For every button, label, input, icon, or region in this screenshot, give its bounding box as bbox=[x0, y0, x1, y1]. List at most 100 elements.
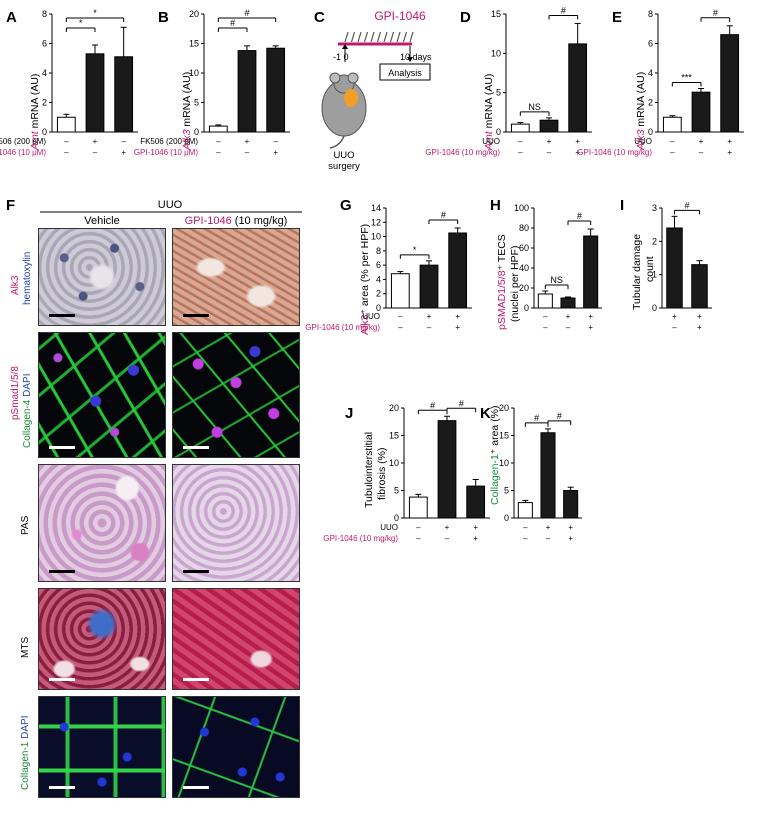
stain-name: DAPI bbox=[22, 374, 33, 400]
bar bbox=[237, 50, 257, 133]
condition-sign: – bbox=[670, 148, 675, 157]
stain-name: Collagen-4 bbox=[22, 399, 33, 448]
row-label-pas: PAS bbox=[20, 515, 31, 535]
significance-label: * bbox=[79, 18, 83, 28]
scale-bar bbox=[49, 314, 75, 317]
condition-sign: + bbox=[427, 312, 432, 321]
condition-sign: – bbox=[216, 137, 221, 146]
row-label-collagen1: Collagen-1 DAPI bbox=[20, 716, 31, 791]
y-title-k: Collagen-1⁺ area (%) bbox=[489, 405, 501, 505]
panel-label-d: D bbox=[460, 9, 471, 26]
y-tick-label: 3 bbox=[652, 203, 657, 213]
bar bbox=[114, 56, 134, 133]
condition-sign: – bbox=[416, 523, 421, 532]
significance-label: # bbox=[534, 413, 539, 423]
syringe-icon bbox=[350, 31, 356, 43]
condition-sign: + bbox=[699, 137, 704, 146]
y-title-d: Amt mRNA (AU) bbox=[483, 74, 495, 151]
chart-k: 0 5 10 15 20 # # – + + – – + bbox=[499, 403, 582, 543]
y-tick-label: 0 bbox=[496, 127, 501, 137]
axis-line-1: Tubular damage bbox=[631, 234, 643, 310]
condition-sign: – bbox=[416, 534, 421, 543]
y-tick-label: 0 bbox=[504, 513, 509, 523]
panel-label-j: J bbox=[345, 405, 353, 422]
condition-sign: + bbox=[121, 148, 126, 157]
condition-label: FK506 (200 pM) bbox=[140, 137, 198, 146]
significance-label: * bbox=[413, 245, 417, 255]
chart-i: 0 1 2 3 # + + – + bbox=[652, 200, 712, 332]
micrograph-collagen1-vehicle bbox=[38, 696, 166, 798]
micrograph-psmad-vehicle bbox=[38, 332, 166, 458]
svg-text:Alk3⁺ area (% per HPF): Alk3⁺ area (% per HPF) bbox=[359, 224, 371, 335]
y-tick-label: 4 bbox=[42, 68, 47, 78]
drug-name: GPI-1046 bbox=[185, 215, 232, 227]
unit-text: ⁺ TECS bbox=[496, 234, 508, 270]
row-label-mts: MTS bbox=[20, 637, 31, 658]
y-title-e: Alk3 mRNA (AU) bbox=[635, 72, 647, 151]
y-tick-label: 0 bbox=[652, 303, 657, 313]
condition-sign: + bbox=[588, 312, 593, 321]
svg-text:pSMAD1/5/8⁺ TECS: pSMAD1/5/8⁺ TECS bbox=[496, 234, 508, 330]
condition-label: GPI-1046 (10 mg/kg) bbox=[577, 148, 652, 157]
bar bbox=[56, 116, 76, 133]
stain-name: Alk3 bbox=[10, 275, 21, 295]
y-tick-label: 10 bbox=[389, 458, 399, 468]
condition-label: UUO bbox=[380, 523, 398, 532]
y-tick-label: 4 bbox=[648, 68, 653, 78]
condition-sign: – bbox=[518, 137, 523, 146]
y-tick-label: 15 bbox=[491, 9, 501, 19]
chart-a: 0 2 4 6 8 * * FK506 (200 pM) – + – GPI-1046 (10 μM)… bbox=[0, 8, 138, 157]
y-title-b: Alk3 mRNA (AU) bbox=[181, 72, 193, 151]
y-tick-label: 6 bbox=[376, 260, 381, 270]
svg-text:Amt mRNA (AU): Amt mRNA (AU) bbox=[483, 74, 495, 151]
micrograph-psmad-treated bbox=[172, 332, 300, 458]
y-title-h: pSMAD1/5/8⁺ TECS bbox=[496, 234, 508, 330]
y-tick-label: 0 bbox=[394, 513, 399, 523]
micrograph-pas-treated bbox=[172, 464, 300, 582]
y-title-h-line2: (nuclei per HPF) bbox=[509, 246, 521, 322]
group-label: UUO bbox=[158, 199, 183, 211]
condition-sign: – bbox=[64, 137, 69, 146]
condition-sign: + bbox=[672, 312, 677, 321]
unit-text: mRNA (AU) bbox=[29, 74, 41, 132]
condition-sign: + bbox=[546, 523, 551, 532]
condition-sign: – bbox=[93, 148, 98, 157]
significance-label: * bbox=[93, 8, 97, 18]
condition-label: GPI-1046 (10 μM) bbox=[134, 148, 199, 157]
y-tick-label: 15 bbox=[389, 431, 399, 441]
svg-text:Collagen-4 DAPI: Collagen-4 DAPI bbox=[22, 374, 33, 449]
mouse-tail bbox=[329, 135, 345, 149]
significance-label: # bbox=[577, 211, 582, 221]
condition-label: UUO bbox=[362, 312, 380, 321]
bar bbox=[419, 264, 439, 309]
y-tick-label: 40 bbox=[519, 263, 529, 273]
y-tick-label: 100 bbox=[514, 203, 529, 213]
svg-text:Collagen-1⁺ area (%): Collagen-1⁺ area (%) bbox=[489, 405, 501, 505]
condition-sign: – bbox=[547, 148, 552, 157]
condition-sign: – bbox=[672, 323, 677, 332]
significance-label: # bbox=[561, 5, 566, 15]
panel-label-k: K bbox=[480, 405, 491, 422]
condition-sign: – bbox=[398, 323, 403, 332]
syringe-icon bbox=[402, 31, 408, 43]
micrograph-mts-treated bbox=[172, 588, 300, 690]
significance-label: # bbox=[684, 200, 689, 210]
bar bbox=[720, 34, 740, 133]
stain-name: hematoxylin bbox=[22, 252, 33, 305]
bar bbox=[448, 232, 468, 309]
row-label-collagen4: Collagen-4 DAPI bbox=[22, 374, 33, 449]
syringe-icon bbox=[363, 31, 369, 43]
condition-sign: – bbox=[64, 148, 69, 157]
condition-sign: + bbox=[445, 523, 450, 532]
y-title-g: Alk3⁺ area (% per HPF) bbox=[359, 224, 371, 335]
end-arrowhead bbox=[407, 57, 413, 62]
y-tick-label: 20 bbox=[519, 283, 529, 293]
condition-sign: – bbox=[566, 323, 571, 332]
row-label-hematoxylin: hematoxylin bbox=[22, 252, 33, 305]
syringe-icon bbox=[409, 31, 414, 43]
analysis-label: Analysis bbox=[388, 68, 422, 78]
bar bbox=[266, 47, 286, 133]
unit-text: mRNA (AU) bbox=[181, 72, 193, 130]
row-label-psmad: pSmad1/5/8 bbox=[10, 366, 21, 420]
condition-label: UUO bbox=[634, 137, 652, 146]
